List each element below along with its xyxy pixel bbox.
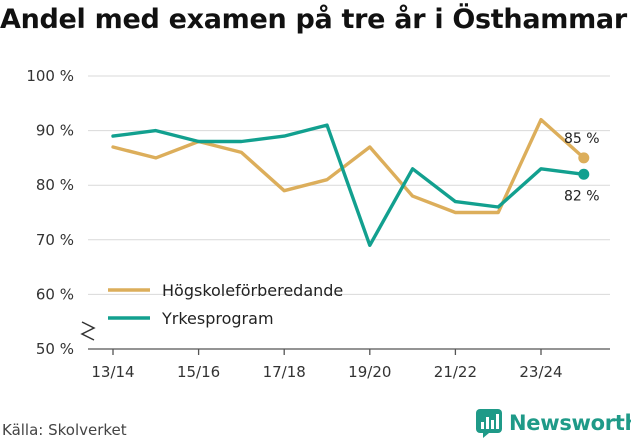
series-line-1: [111, 117, 586, 215]
x-axis: 13/14 15/16 17/18 19/20 21/22 23/24: [91, 349, 563, 381]
end-point-2: [578, 168, 590, 180]
series-lines: 85 % 82 %: [111, 117, 600, 248]
end-value-label: 85 %: [564, 131, 600, 147]
end-point-1: [578, 152, 590, 164]
x-tick-label: 13/14: [91, 363, 134, 381]
axis-break-icon: [80, 318, 98, 344]
series-line-2: [111, 123, 586, 248]
x-tick-label: 23/24: [519, 363, 562, 381]
x-tick-label: 15/16: [177, 363, 220, 381]
x-tick-label: 17/18: [263, 363, 306, 381]
x-tick-label: 19/20: [348, 363, 391, 381]
axis-break-zigzag: [80, 321, 96, 341]
brand-name: Newsworthy: [509, 411, 631, 435]
legend: Högskoleförberedande Yrkesprogram: [108, 281, 343, 328]
x-tick-label: 21/22: [434, 363, 477, 381]
y-tick-label: 100 %: [26, 67, 74, 85]
end-value-label: 82 %: [564, 188, 600, 204]
y-tick-label: 50 %: [36, 340, 74, 358]
y-tick-label: 80 %: [36, 176, 74, 194]
y-tick-label: 60 %: [36, 285, 74, 303]
y-tick-label: 90 %: [36, 122, 74, 140]
source-note: Källa: Skolverket: [2, 421, 127, 439]
y-axis-ticks: 50 % 60 % 70 % 80 % 90 % 100 %: [26, 67, 74, 358]
legend-label: Högskoleförberedande: [162, 281, 343, 300]
legend-label: Yrkesprogram: [161, 309, 274, 328]
chart-title: Andel med examen på tre år i Östhammar: [0, 4, 627, 35]
newsworthy-brand: Newsworthy: [475, 406, 631, 440]
y-tick-label: 70 %: [36, 231, 74, 249]
newsworthy-logo-icon: [476, 409, 502, 438]
